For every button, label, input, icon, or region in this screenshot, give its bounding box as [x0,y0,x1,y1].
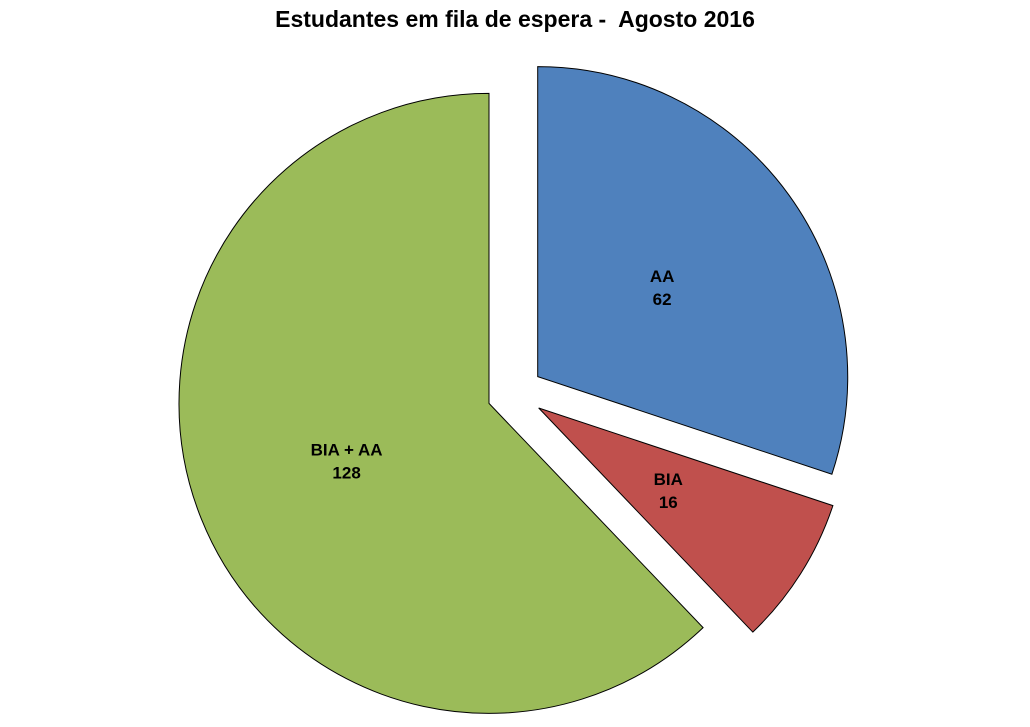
pie-slice-bia [538,407,834,633]
pie-slice-bia-aa [178,92,704,714]
slice-value-bia-aa: 128 [332,464,360,483]
slice-value-bia: 16 [659,493,678,512]
slice-label-bia-aa: BIA + AA [311,441,383,460]
slice-label-aa: AA [650,267,675,286]
slice-label-bia: BIA [654,470,683,489]
chart-title: Estudantes em fila de espera - Agosto 20… [275,6,755,32]
pie-slice-aa [537,66,849,475]
slice-value-aa: 62 [653,290,672,309]
